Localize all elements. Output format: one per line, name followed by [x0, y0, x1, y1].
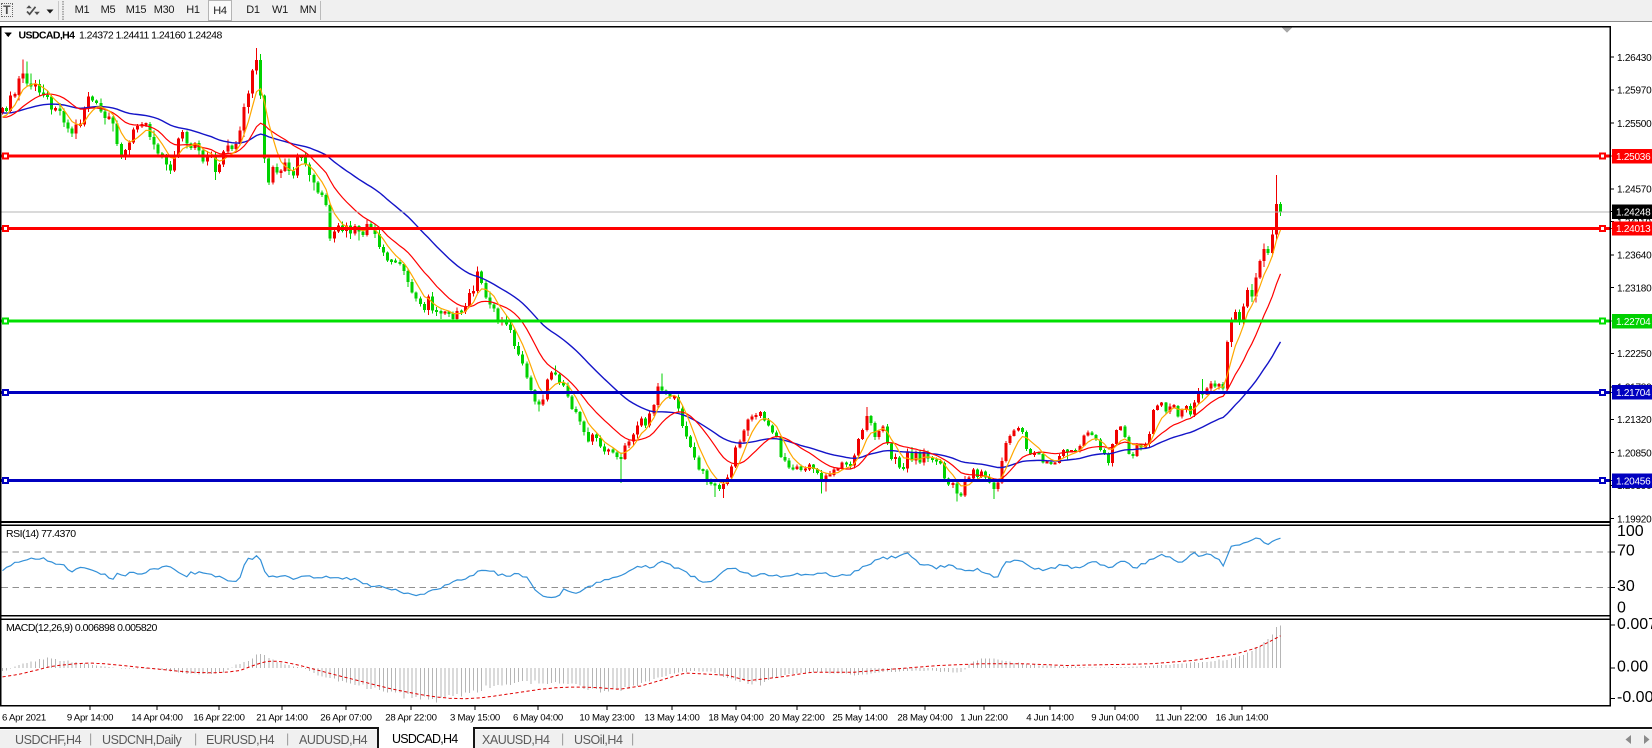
svg-text:1.25036: 1.25036 — [1616, 152, 1651, 163]
svg-text:16 Apr 22:00: 16 Apr 22:00 — [193, 712, 244, 723]
svg-text:1 Jun 22:00: 1 Jun 22:00 — [960, 712, 1007, 723]
svg-text:1.24372 1.24411 1.24160 1.2424: 1.24372 1.24411 1.24160 1.24248 — [79, 30, 222, 42]
svg-text:6 May 04:00: 6 May 04:00 — [513, 712, 563, 723]
svg-text:MACD(12,26,9) 0.006898 0.00582: MACD(12,26,9) 0.006898 0.005820 — [6, 622, 158, 634]
svg-text:28 May 04:00: 28 May 04:00 — [897, 712, 952, 723]
svg-text:11 Jun 22:00: 11 Jun 22:00 — [1155, 712, 1207, 723]
svg-text:1.22704: 1.22704 — [1616, 317, 1651, 328]
svg-text:1.21704: 1.21704 — [1616, 388, 1651, 399]
svg-text:26 Apr 07:00: 26 Apr 07:00 — [320, 712, 371, 723]
svg-text:0.00: 0.00 — [1617, 659, 1648, 676]
svg-text:6 Apr 2021: 6 Apr 2021 — [2, 712, 46, 723]
svg-text:25 May 14:00: 25 May 14:00 — [832, 712, 887, 723]
svg-text:18 May 04:00: 18 May 04:00 — [708, 712, 763, 723]
svg-text:1.24248: 1.24248 — [1616, 207, 1651, 218]
svg-text:70: 70 — [1617, 543, 1635, 560]
svg-text:3 May 15:00: 3 May 15:00 — [450, 712, 500, 723]
svg-text:-0.005641: -0.005641 — [1617, 689, 1652, 706]
svg-text:1.24013: 1.24013 — [1616, 224, 1651, 235]
svg-text:10 May 23:00: 10 May 23:00 — [579, 712, 634, 723]
svg-text:9 Apr 14:00: 9 Apr 14:00 — [67, 712, 113, 723]
svg-text:9 Jun 04:00: 9 Jun 04:00 — [1091, 712, 1138, 723]
svg-text:USDCAD,H4: USDCAD,H4 — [19, 30, 76, 42]
svg-text:0: 0 — [1617, 599, 1626, 616]
svg-text:1.22250: 1.22250 — [1617, 349, 1652, 360]
svg-text:16 Jun 14:00: 16 Jun 14:00 — [1216, 712, 1268, 723]
svg-text:21 Apr 14:00: 21 Apr 14:00 — [256, 712, 307, 723]
svg-text:1.25500: 1.25500 — [1617, 119, 1652, 130]
svg-text:1.25970: 1.25970 — [1617, 86, 1652, 97]
svg-text:1.21320: 1.21320 — [1617, 415, 1652, 426]
svg-text:14 Apr 04:00: 14 Apr 04:00 — [131, 712, 182, 723]
svg-text:1.20850: 1.20850 — [1617, 448, 1652, 459]
svg-text:0.007495: 0.007495 — [1617, 616, 1652, 633]
svg-text:30: 30 — [1617, 578, 1635, 595]
svg-text:1.23180: 1.23180 — [1617, 283, 1652, 294]
svg-text:4 Jun 14:00: 4 Jun 14:00 — [1026, 712, 1073, 723]
svg-text:28 Apr 22:00: 28 Apr 22:00 — [385, 712, 436, 723]
svg-text:RSI(14) 77.4370: RSI(14) 77.4370 — [6, 528, 76, 540]
svg-text:100: 100 — [1617, 523, 1644, 540]
svg-text:1.24570: 1.24570 — [1617, 185, 1652, 196]
svg-text:1.26430: 1.26430 — [1617, 53, 1652, 64]
svg-text:1.23640: 1.23640 — [1617, 251, 1652, 262]
svg-text:1.20456: 1.20456 — [1616, 476, 1651, 487]
svg-text:13 May 14:00: 13 May 14:00 — [644, 712, 699, 723]
svg-text:20 May 22:00: 20 May 22:00 — [769, 712, 824, 723]
svg-text:1.19920: 1.19920 — [1617, 514, 1652, 525]
